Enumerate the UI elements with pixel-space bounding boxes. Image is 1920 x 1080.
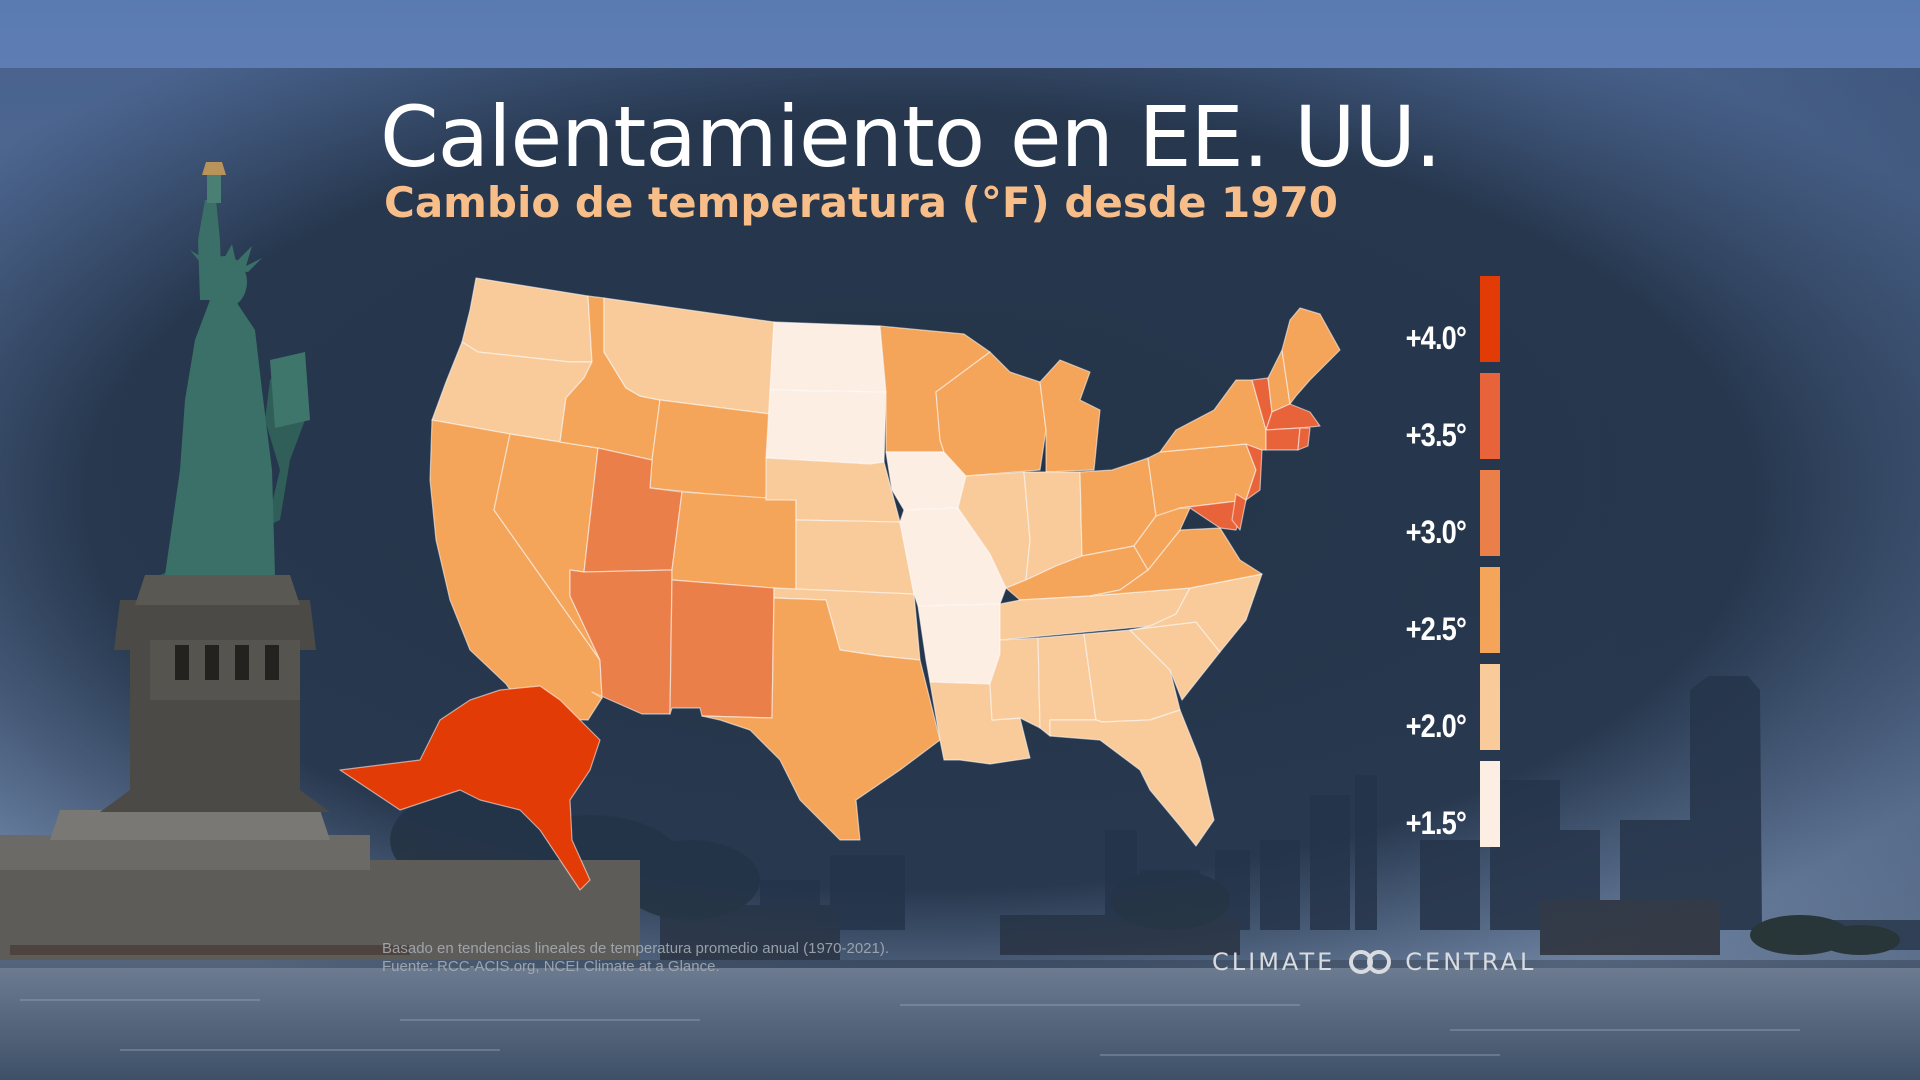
legend-item: +3.5° — [1380, 367, 1500, 459]
legend-item: +1.5° — [1380, 755, 1500, 847]
legend-swatch — [1480, 664, 1500, 750]
logo-text-right: CENTRAL — [1405, 948, 1537, 976]
legend-item: +2.0° — [1380, 658, 1500, 750]
legend-label: +2.5° — [1405, 611, 1467, 647]
state-new-mexico — [669, 579, 775, 719]
map-title: Calentamiento en EE. UU. — [380, 88, 1442, 186]
source-footnote: Basado en tendencias lineales de tempera… — [382, 940, 889, 976]
state-florida — [1049, 709, 1215, 847]
state-north-carolina — [1129, 573, 1263, 653]
state-wyoming — [649, 399, 771, 501]
logo-text-left: CLIMATE — [1212, 948, 1336, 976]
state-arkansas — [917, 603, 1001, 685]
state-colorado — [671, 491, 797, 591]
footnote-line: Fuente: RCC-ACIS.org, NCEI Climate at a … — [382, 958, 720, 975]
state-maine — [1281, 307, 1341, 405]
state-north-dakota — [769, 321, 887, 393]
legend-item: +3.0° — [1380, 464, 1500, 556]
map-subtitle: Cambio de temperatura (°F) desde 1970 — [384, 178, 1338, 227]
state-rhode-island — [1297, 427, 1311, 451]
legend-label: +2.0° — [1405, 708, 1467, 744]
legend-label: +3.5° — [1405, 417, 1467, 453]
legend-swatch — [1480, 470, 1500, 556]
logo-mark-icon — [1345, 948, 1395, 976]
state-texas — [701, 597, 941, 841]
state-washington — [461, 277, 593, 363]
legend-label: +4.0° — [1405, 320, 1467, 356]
climate-central-logo: CLIMATE CENTRAL — [1212, 948, 1536, 976]
legend-swatch — [1480, 373, 1500, 459]
statue-of-liberty — [0, 162, 640, 960]
legend-swatch — [1480, 761, 1500, 847]
legend-swatch — [1480, 276, 1500, 362]
state-connecticut — [1265, 427, 1301, 451]
state-michigan — [1039, 359, 1101, 473]
state-wisconsin — [935, 351, 1047, 477]
legend-label: +1.5° — [1405, 805, 1467, 841]
state-delaware — [1231, 493, 1247, 531]
footnote-line: Basado en tendencias lineales de tempera… — [382, 940, 890, 957]
legend-swatch — [1480, 567, 1500, 653]
state-south-dakota — [765, 389, 887, 465]
legend-label: +3.0° — [1405, 514, 1467, 550]
legend-item: +4.0° — [1380, 270, 1500, 362]
temperature-legend: +4.0° +3.5° +3.0° +2.5° +2.0° +1.5° — [1380, 270, 1500, 860]
state-new-york — [1159, 379, 1267, 453]
state-alaska — [339, 685, 601, 891]
state-kansas — [795, 519, 915, 595]
legend-item: +2.5° — [1380, 561, 1500, 653]
